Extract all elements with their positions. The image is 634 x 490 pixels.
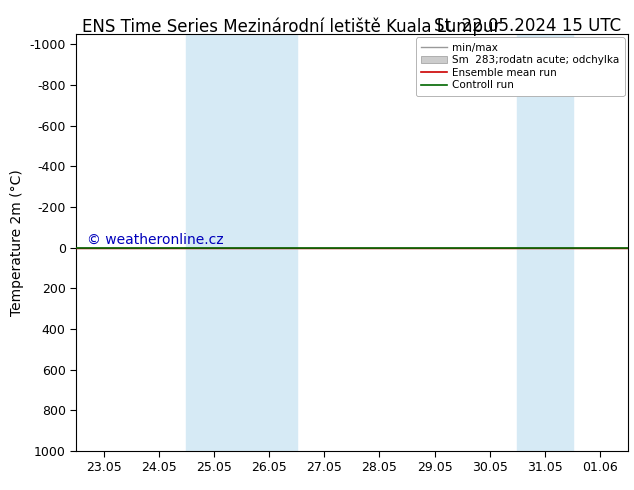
- Bar: [517, 34, 573, 451]
- Text: © weatheronline.cz: © weatheronline.cz: [87, 233, 224, 247]
- Text: ENS Time Series Mezinárodní letiště Kuala Lumpur: ENS Time Series Mezinárodní letiště Kual…: [82, 17, 501, 36]
- Y-axis label: Temperature 2m (°C): Temperature 2m (°C): [10, 169, 23, 316]
- Legend: min/max, Sm  283;rodatn acute; odchylka, Ensemble mean run, Controll run: min/max, Sm 283;rodatn acute; odchylka, …: [416, 37, 624, 96]
- Text: St. 22.05.2024 15 UTC: St. 22.05.2024 15 UTC: [434, 17, 621, 35]
- Bar: [186, 34, 297, 451]
